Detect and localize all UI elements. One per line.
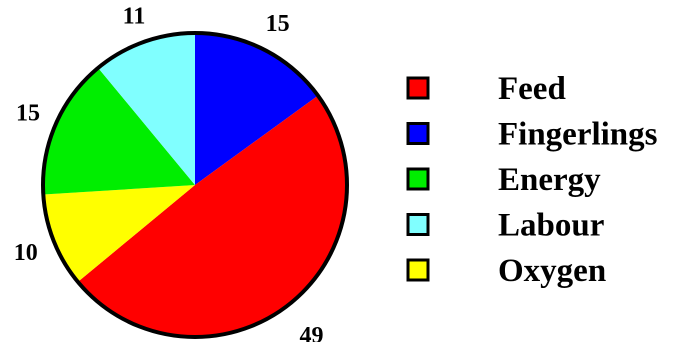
legend-label-energy: Energy xyxy=(498,162,601,198)
pie-slices xyxy=(43,33,347,338)
legend-swatch-energy xyxy=(406,167,430,191)
data-label-labour: 11 xyxy=(123,4,146,30)
legend-label-feed: Feed xyxy=(498,71,566,107)
data-label-fingerlings: 15 xyxy=(266,11,290,37)
pie-slice-feed xyxy=(77,95,347,338)
pie-outline xyxy=(41,31,349,339)
legend-swatch-oxygen xyxy=(406,258,430,282)
legend-item-fingerlings: Fingerlings xyxy=(406,117,658,153)
legend-swatch-labour xyxy=(406,213,430,236)
data-label-feed: 49 xyxy=(300,323,324,342)
pie-slice-oxygen xyxy=(43,185,195,282)
pie-data-labels: 15 49 10 15 11 xyxy=(14,4,324,342)
legend-item-oxygen: Oxygen xyxy=(406,253,606,289)
data-label-energy: 15 xyxy=(16,101,40,127)
legend-swatch-fingerlings xyxy=(406,122,430,145)
data-label-oxygen: 10 xyxy=(14,240,38,266)
legend-item-energy: Energy xyxy=(406,162,601,198)
legend-item-labour: Labour xyxy=(406,208,604,244)
pie-slice-energy xyxy=(43,67,195,195)
legend: Feed Fingerlings Energy Labour Oxygen xyxy=(406,71,658,289)
legend-item-feed: Feed xyxy=(406,71,566,107)
pie-slice-fingerlings xyxy=(195,33,318,185)
pie-slice-labour xyxy=(98,33,195,185)
legend-label-labour: Labour xyxy=(498,208,604,244)
legend-swatch-feed xyxy=(406,76,430,100)
legend-label-oxygen: Oxygen xyxy=(498,253,606,289)
legend-label-fingerlings: Fingerlings xyxy=(498,117,658,153)
